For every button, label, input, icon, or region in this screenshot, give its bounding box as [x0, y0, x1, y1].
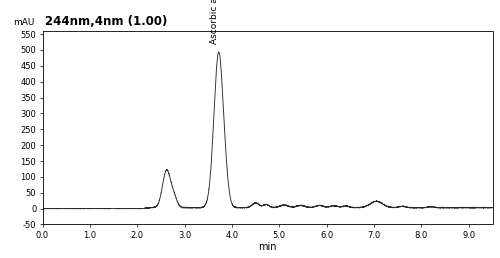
X-axis label: min: min	[258, 243, 277, 253]
Text: 244nm,4nm (1.00): 244nm,4nm (1.00)	[45, 15, 167, 28]
Text: Ascorbic acid: Ascorbic acid	[210, 0, 220, 44]
Text: mAU: mAU	[13, 18, 34, 27]
